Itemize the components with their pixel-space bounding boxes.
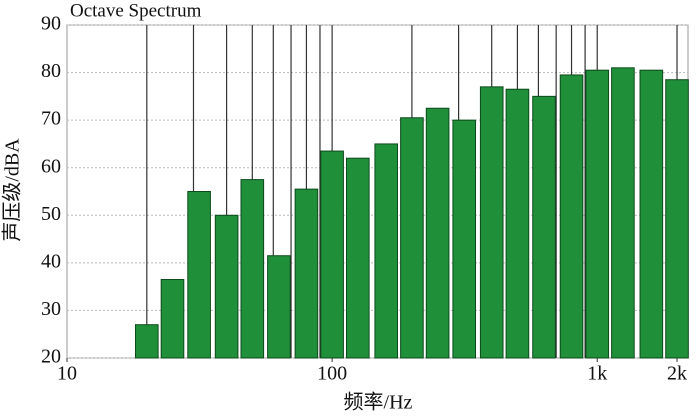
bar (294, 188, 319, 359)
bar (559, 74, 584, 359)
bar (452, 119, 477, 359)
bar (505, 88, 530, 359)
bar (479, 86, 504, 359)
y-tick-label: 40 (41, 250, 61, 272)
bar (135, 324, 159, 359)
chart-title: Octave Spectrum (70, 0, 202, 21)
y-axis-label: 声压级/dBA (1, 138, 24, 242)
bar (160, 279, 185, 359)
bar (374, 143, 399, 359)
x-tick-label: 1k (587, 363, 607, 385)
y-tick-label: 30 (41, 298, 61, 320)
bar (665, 79, 689, 359)
y-tick-label: 90 (41, 13, 61, 35)
bar (214, 214, 239, 359)
bar (585, 69, 610, 359)
x-tick-label: 10 (57, 363, 77, 385)
bar (240, 179, 265, 359)
x-tick-label: 2k (667, 363, 687, 385)
y-tick-label: 60 (41, 155, 61, 177)
y-tick-label: 50 (41, 203, 61, 225)
bar (345, 157, 370, 359)
bar (267, 255, 291, 359)
bar (187, 191, 211, 359)
bar (425, 107, 450, 359)
x-axis-label: 频率/Hz (344, 391, 413, 414)
y-tick-label: 80 (41, 60, 61, 82)
bar (320, 150, 344, 359)
bar (532, 95, 556, 359)
x-tick-label: 100 (317, 363, 347, 385)
bar (639, 69, 664, 359)
y-tick-label: 70 (41, 108, 61, 130)
bar (611, 67, 635, 359)
bar (400, 117, 424, 359)
y-tick-label: 20 (41, 346, 61, 368)
